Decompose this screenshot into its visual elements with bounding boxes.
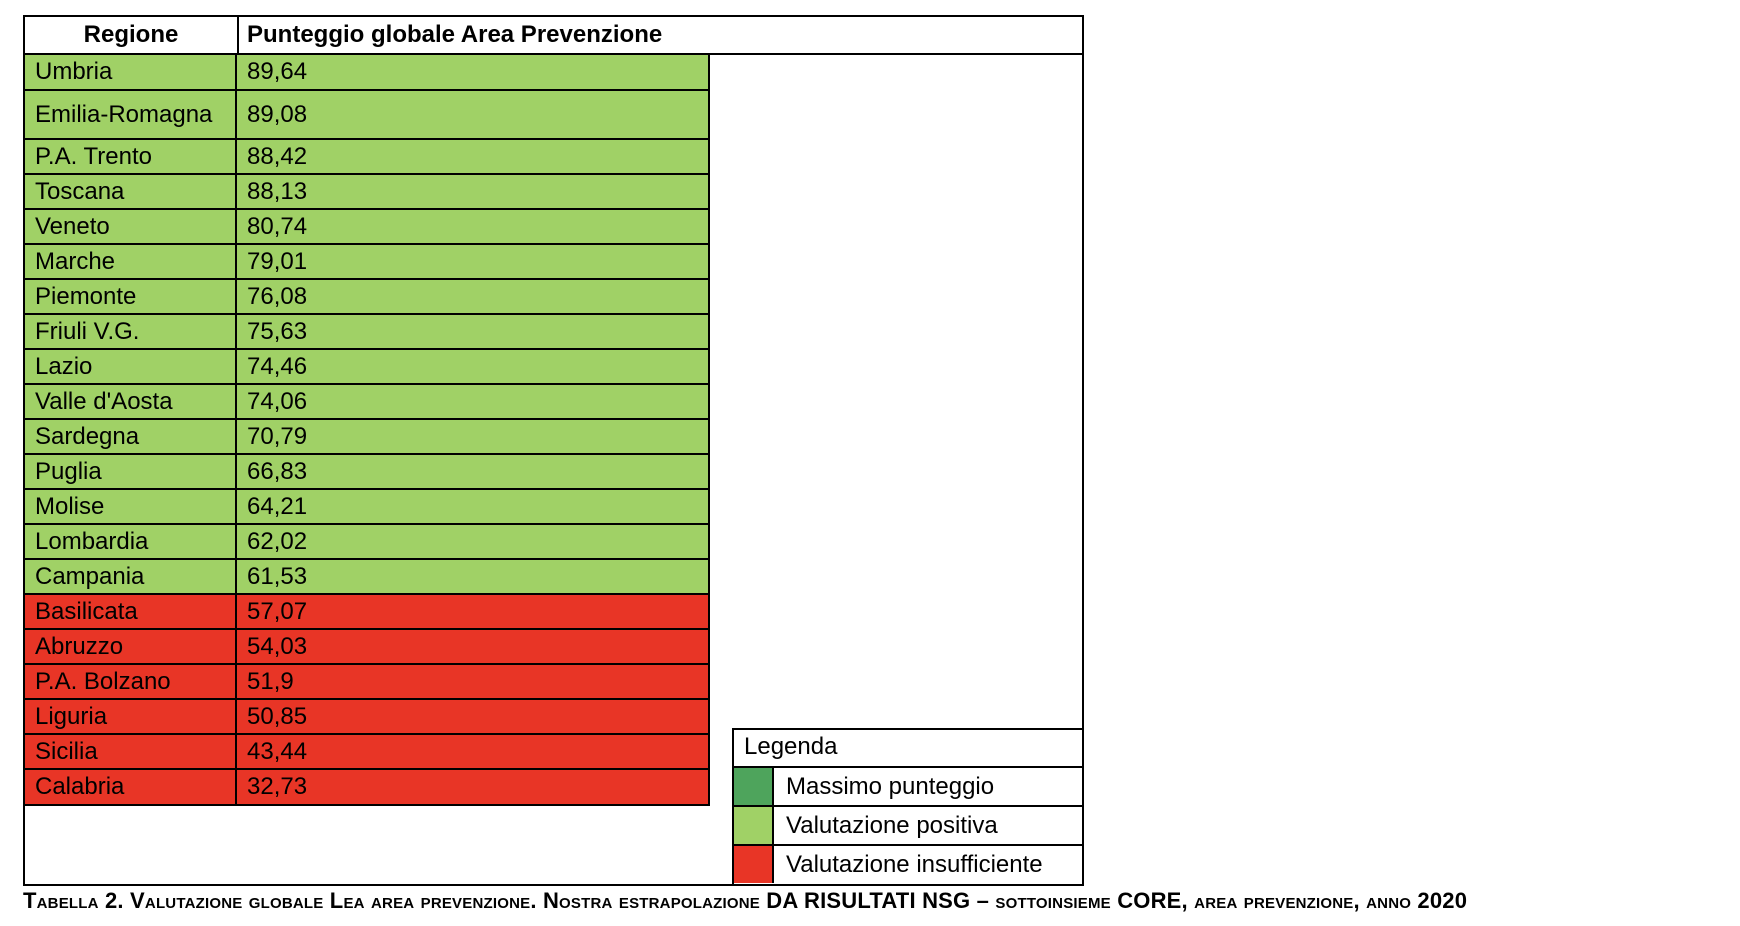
cell-score: 57,07 [235,595,710,628]
table-row: Lazio 74,46 [23,350,710,385]
cell-score: 74,46 [235,350,710,383]
cell-region: Abruzzo [23,630,235,663]
cell-region: Basilicata [23,595,235,628]
cell-score: 54,03 [235,630,710,663]
cell-score: 43,44 [235,735,710,768]
cell-score: 79,01 [235,245,710,278]
cell-region: P.A. Bolzano [23,665,235,698]
cell-region: Sardegna [23,420,235,453]
cell-region: Piemonte [23,280,235,313]
table-caption: Tabella 2. Valutazione globale Lea area … [23,888,1468,913]
cell-score: 89,08 [235,91,710,138]
cell-region: Veneto [23,210,235,243]
legend-label-max-score: Massimo punteggio [786,773,995,800]
table-row: Campania 61,53 [23,560,710,595]
table-row: Puglia 66,83 [23,455,710,490]
table-row: Lombardia 62,02 [23,525,710,560]
table-row: Sardegna 70,79 [23,420,710,455]
legend-item-max-score: Massimo punteggio [732,768,1084,807]
cell-region: P.A. Trento [23,140,235,173]
cell-region: Sicilia [23,735,235,768]
cell-score: 64,21 [235,490,710,523]
cell-score: 61,53 [235,560,710,593]
cell-region: Umbria [23,55,235,89]
table-row: Liguria 50,85 [23,700,710,735]
table-row: Marche 79,01 [23,245,710,280]
cell-score: 88,42 [235,140,710,173]
cell-region: Molise [23,490,235,523]
cell-region: Lombardia [23,525,235,558]
table-row: P.A. Bolzano 51,9 [23,665,710,700]
cell-region: Valle d'Aosta [23,385,235,418]
table-row: Emilia-Romagna 89,08 [23,91,710,140]
cell-score: 70,79 [235,420,710,453]
table-row: Piemonte 76,08 [23,280,710,315]
header-divider [237,17,239,53]
cell-region: Lazio [23,350,235,383]
legend-swatch-insufficient [734,846,774,883]
legend-label-positive: Valutazione positiva [786,812,998,839]
table-row: Basilicata 57,07 [23,595,710,630]
cell-score: 50,85 [235,700,710,733]
table-body: Umbria 89,64 Emilia-Romagna 89,08 P.A. Trent… [23,55,710,806]
cell-region: Campania [23,560,235,593]
cell-score: 89,64 [235,55,710,89]
cell-region: Marche [23,245,235,278]
cell-score: 88,13 [235,175,710,208]
table-row: P.A. Trento 88,42 [23,140,710,175]
table-row: Toscana 88,13 [23,175,710,210]
legend: Legenda Massimo punteggio Valutazione po… [732,728,1084,886]
header-region: Regione [83,21,179,48]
table-row: Valle d'Aosta 74,06 [23,385,710,420]
legend-title-row: Legenda [732,728,1084,768]
cell-score: 75,63 [235,315,710,348]
cell-score: 74,06 [235,385,710,418]
cell-score: 51,9 [235,665,710,698]
table-row: Calabria 32,73 [23,770,710,806]
cell-region: Puglia [23,455,235,488]
cell-region: Liguria [23,700,235,733]
cell-region: Toscana [23,175,235,208]
table-row: Abruzzo 54,03 [23,630,710,665]
legend-label-insufficient: Valutazione insufficiente [786,851,1043,878]
table-row: Molise 64,21 [23,490,710,525]
cell-region: Emilia-Romagna [23,91,235,138]
legend-item-positive: Valutazione positiva [732,807,1084,846]
cell-score: 80,74 [235,210,710,243]
legend-swatch-max-score [734,768,774,805]
cell-score: 32,73 [235,770,710,804]
legend-item-insufficient: Valutazione insufficiente [732,846,1084,885]
legend-box [732,728,1084,886]
table-row: Friuli V.G. 75,63 [23,315,710,350]
header-score: Punteggio globale Area Prevenzione [247,21,663,48]
cell-region: Friuli V.G. [23,315,235,348]
cell-score: 62,02 [235,525,710,558]
cell-score: 66,83 [235,455,710,488]
table-row: Sicilia 43,44 [23,735,710,770]
table-header-row: Regione Punteggio globale Area Prevenzio… [23,15,1084,55]
legend-title: Legenda [744,733,838,760]
cell-region: Calabria [23,770,235,804]
legend-swatch-positive [734,807,774,844]
table-row: Veneto 80,74 [23,210,710,245]
cell-score: 76,08 [235,280,710,313]
table-row: Umbria 89,64 [23,55,710,91]
